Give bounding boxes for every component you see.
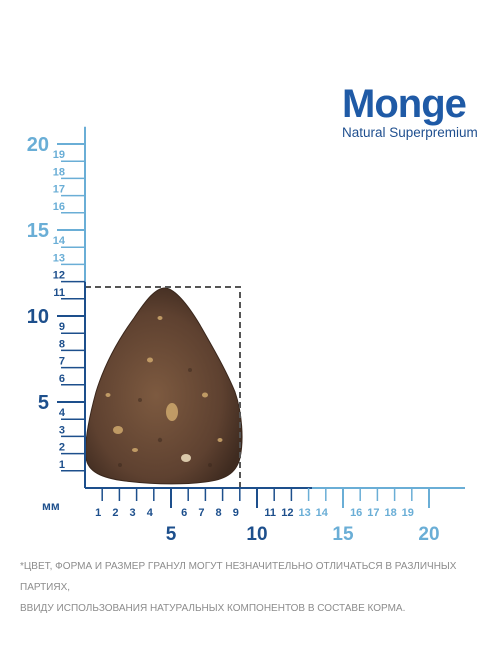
y-tick-label-6: 6: [59, 373, 65, 385]
y-tick-label-12: 12: [53, 270, 65, 282]
y-tick-label-14: 14: [53, 235, 66, 247]
x-tick-label-11: 11: [264, 507, 276, 519]
x-tick-label-2: 2: [112, 507, 118, 519]
y-tick-label-18: 18: [53, 166, 65, 178]
y-tick-label-2: 2: [59, 442, 65, 454]
disclaimer-line-2: ВВИДУ ИСПОЛЬЗОВАНИЯ НАТУРАЛЬНЫХ КОМПОНЕН…: [20, 603, 406, 614]
kibble-piece: [85, 287, 243, 485]
x-major-label-15: 15: [332, 524, 354, 545]
x-tick-label-1: 1: [95, 507, 101, 519]
x-tick-label-12: 12: [281, 507, 293, 519]
x-major-label-5: 5: [166, 524, 177, 545]
size-guide-dashed: [85, 286, 241, 488]
y-tick-label-17: 17: [53, 184, 65, 196]
brand-name: Monge: [342, 82, 467, 126]
unit-label: мм: [42, 499, 60, 513]
y-major-label-5: 5: [38, 392, 49, 414]
y-tick-label-9: 9: [59, 321, 65, 333]
x-tick-label-4: 4: [147, 507, 154, 519]
y-tick-label-7: 7: [59, 356, 65, 368]
y-tick-label-16: 16: [53, 201, 65, 213]
brand-logo: Monge Natural Superpremium: [342, 84, 482, 140]
x-major-label-20: 20: [418, 524, 439, 545]
x-major-label-10: 10: [246, 524, 267, 545]
x-tick-label-19: 19: [402, 507, 414, 519]
x-tick-label-9: 9: [233, 507, 239, 519]
y-tick-label-3: 3: [59, 424, 65, 436]
y-major-label-15: 15: [27, 220, 49, 242]
brand-tagline: Natural Superpremium: [342, 125, 478, 140]
x-tick-label-8: 8: [216, 507, 222, 519]
x-tick-label-16: 16: [350, 507, 362, 519]
disclaimer: *ЦВЕТ, ФОРМА И РАЗМЕР ГРАНУЛ МОГУТ НЕЗНА…: [20, 556, 490, 619]
y-tick-label-1: 1: [59, 459, 65, 471]
x-tick-label-7: 7: [198, 507, 204, 519]
x-tick-label-3: 3: [130, 507, 136, 519]
y-tick-label-4: 4: [59, 407, 66, 419]
y-major-label-20: 20: [27, 134, 49, 156]
y-tick-label-11: 11: [53, 287, 65, 299]
disclaimer-line-1: *ЦВЕТ, ФОРМА И РАЗМЕР ГРАНУЛ МОГУТ НЕЗНА…: [20, 561, 457, 593]
y-tick-label-19: 19: [53, 149, 65, 161]
x-tick-label-18: 18: [384, 507, 396, 519]
x-tick-label-17: 17: [367, 507, 379, 519]
y-tick-label-8: 8: [59, 338, 65, 350]
y-tick-label-13: 13: [53, 252, 65, 264]
y-major-label-10: 10: [27, 306, 49, 328]
x-tick-label-13: 13: [298, 507, 310, 519]
ruler-axes: 1 2 3 4 6 7 8 9 11 12 13 14 16 17 18 195 10 15 20123467891…: [27, 126, 465, 545]
x-tick-label-14: 14: [316, 507, 329, 519]
x-tick-label-6: 6: [181, 507, 187, 519]
